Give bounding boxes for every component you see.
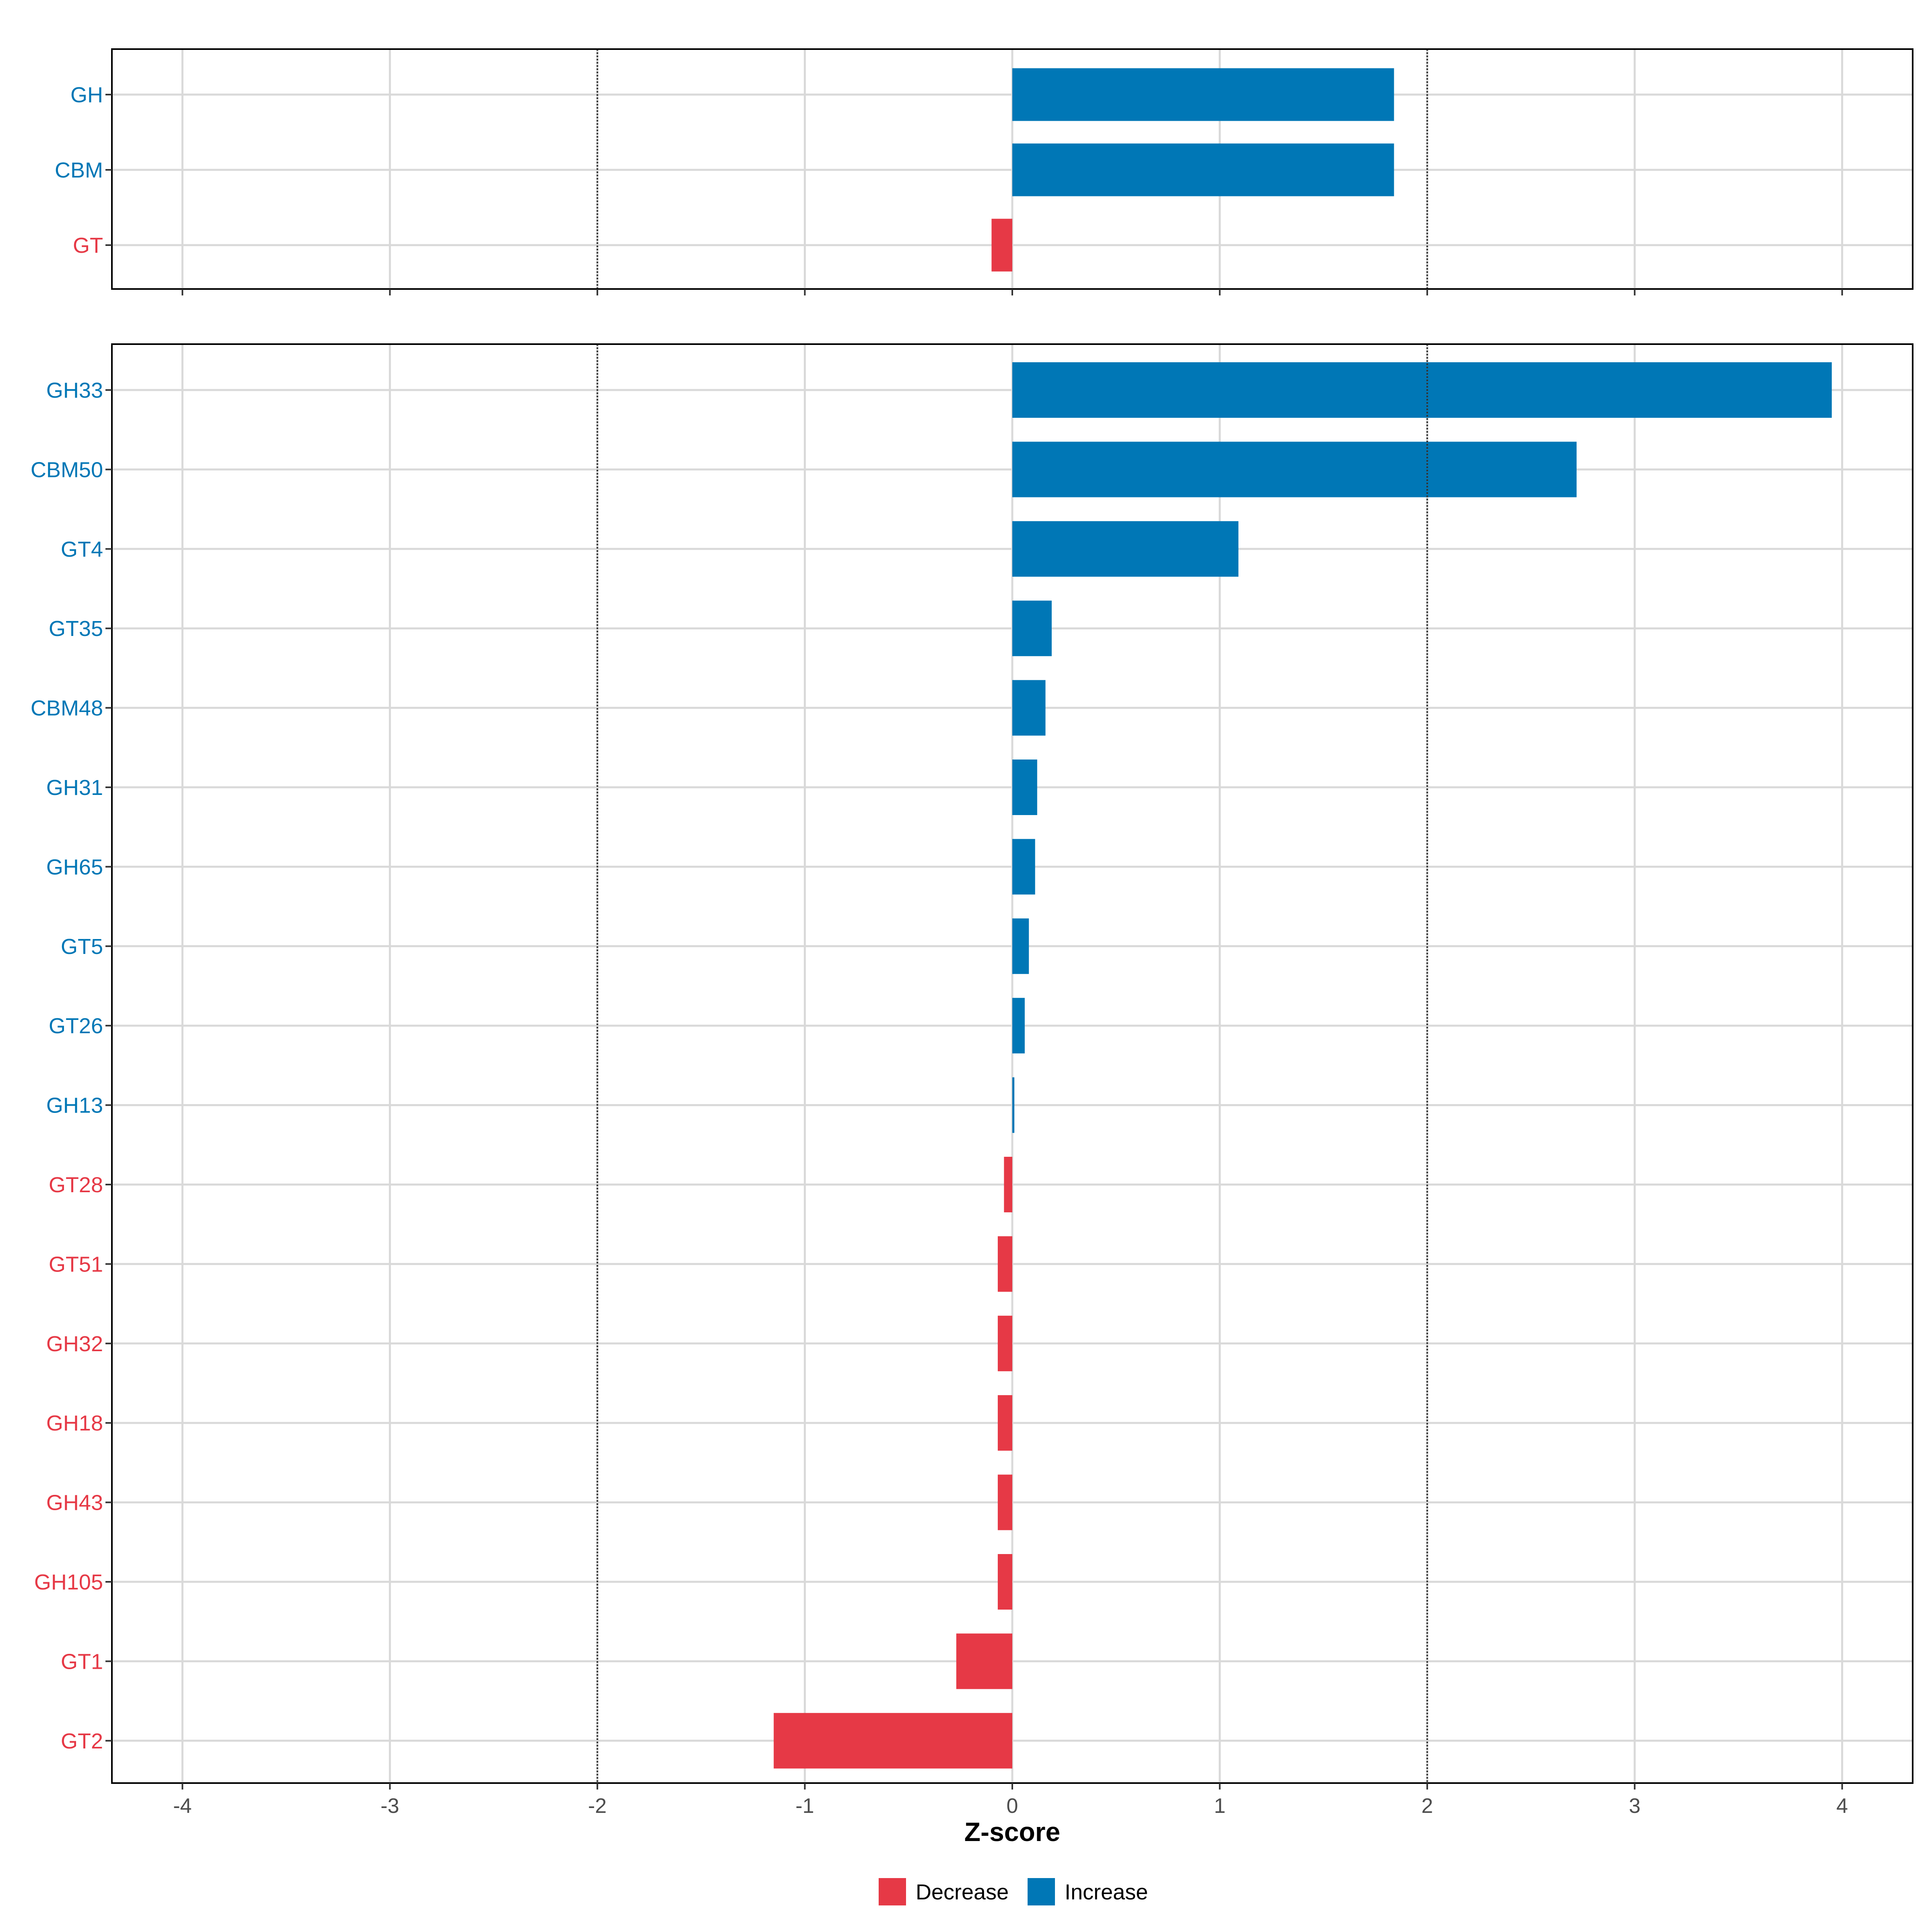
bar-gt	[991, 219, 1012, 272]
category-label-gh65: GH65	[46, 855, 103, 879]
x-tick-label: 0	[1007, 1794, 1018, 1818]
bar-cbm	[1012, 143, 1394, 196]
category-label-gh: GH	[70, 83, 103, 107]
bar-gt35	[1012, 601, 1052, 656]
bar-cbm48	[1012, 680, 1046, 736]
category-label-gh31: GH31	[46, 776, 103, 800]
bar-gh18	[997, 1395, 1012, 1451]
category-label-gt5: GT5	[61, 935, 103, 959]
category-label-gt: GT	[73, 233, 103, 258]
bar-gt51	[997, 1236, 1012, 1292]
category-label-gt4: GT4	[61, 537, 103, 561]
bar-gh43	[997, 1474, 1012, 1530]
x-tick-label: 1	[1214, 1794, 1226, 1818]
bar-gt5	[1012, 918, 1029, 974]
x-tick-label: -2	[588, 1794, 607, 1818]
bar-gh105	[997, 1554, 1012, 1610]
bar-cbm50	[1012, 442, 1577, 497]
category-label-gt28: GT28	[49, 1173, 103, 1197]
bar-gh65	[1012, 839, 1035, 895]
x-axis-title: Z-score	[964, 1817, 1060, 1847]
category-label-gt1: GT1	[61, 1649, 103, 1674]
category-label-cbm48: CBM48	[31, 696, 103, 720]
x-tick-label: -4	[173, 1794, 192, 1818]
category-label-gh13: GH13	[46, 1094, 103, 1118]
x-tick-label: -3	[381, 1794, 399, 1818]
bar-gt4	[1012, 521, 1238, 577]
bar-gt26	[1012, 998, 1025, 1054]
x-tick-label: 4	[1836, 1794, 1848, 1818]
x-tick-label: 2	[1421, 1794, 1433, 1818]
bar-gt1	[956, 1633, 1012, 1689]
legend-swatch-decrease	[879, 1878, 906, 1905]
legend-label-increase: Increase	[1065, 1880, 1148, 1904]
category-label-cbm: CBM	[55, 158, 103, 182]
category-label-gt35: GT35	[49, 617, 103, 641]
category-label-gt26: GT26	[49, 1014, 103, 1038]
bar-gh33	[1012, 362, 1832, 418]
bar-gh	[1012, 68, 1394, 121]
category-label-gt51: GT51	[49, 1252, 103, 1276]
legend-label-decrease: Decrease	[916, 1880, 1009, 1904]
category-label-gh43: GH43	[46, 1491, 103, 1515]
x-tick-label: -1	[795, 1794, 814, 1818]
legend-swatch-increase	[1028, 1878, 1055, 1905]
category-label-gh33: GH33	[46, 378, 103, 402]
bar-gh31	[1012, 760, 1037, 815]
bar-gh13	[1012, 1077, 1015, 1133]
bar-gt28	[1004, 1157, 1012, 1212]
category-label-gh32: GH32	[46, 1332, 103, 1356]
bar-gt2	[774, 1713, 1012, 1769]
bar-gh32	[997, 1315, 1012, 1371]
category-label-gt2: GT2	[61, 1729, 103, 1753]
x-tick-label: 3	[1629, 1794, 1641, 1818]
category-label-gh18: GH18	[46, 1411, 103, 1435]
category-label-cbm50: CBM50	[31, 458, 103, 482]
category-label-gh105: GH105	[34, 1570, 103, 1594]
